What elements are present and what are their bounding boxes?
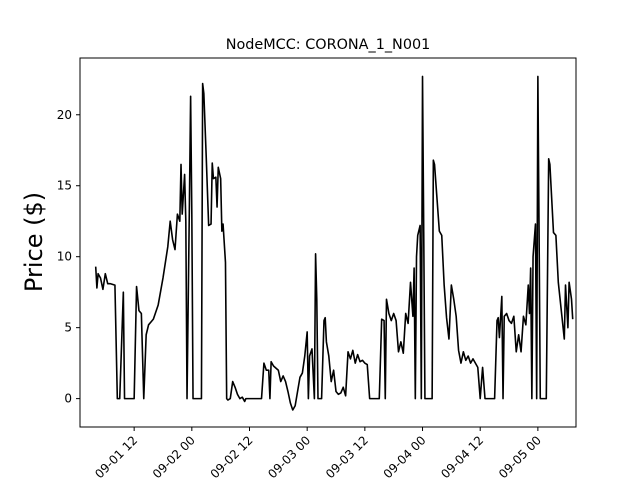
y-tick-label: 0 — [64, 392, 72, 406]
price-series-line — [94, 75, 574, 411]
y-tick-label: 5 — [64, 321, 72, 335]
plot-frame — [79, 57, 577, 428]
chart-title: NodeMCC: CORONA_1_N001 — [226, 37, 431, 53]
y-tick-label: 20 — [57, 108, 72, 122]
y-tick-label: 15 — [57, 179, 72, 193]
y-tick-label: 10 — [57, 250, 72, 264]
y-axis-label: Price ($) — [20, 192, 48, 292]
